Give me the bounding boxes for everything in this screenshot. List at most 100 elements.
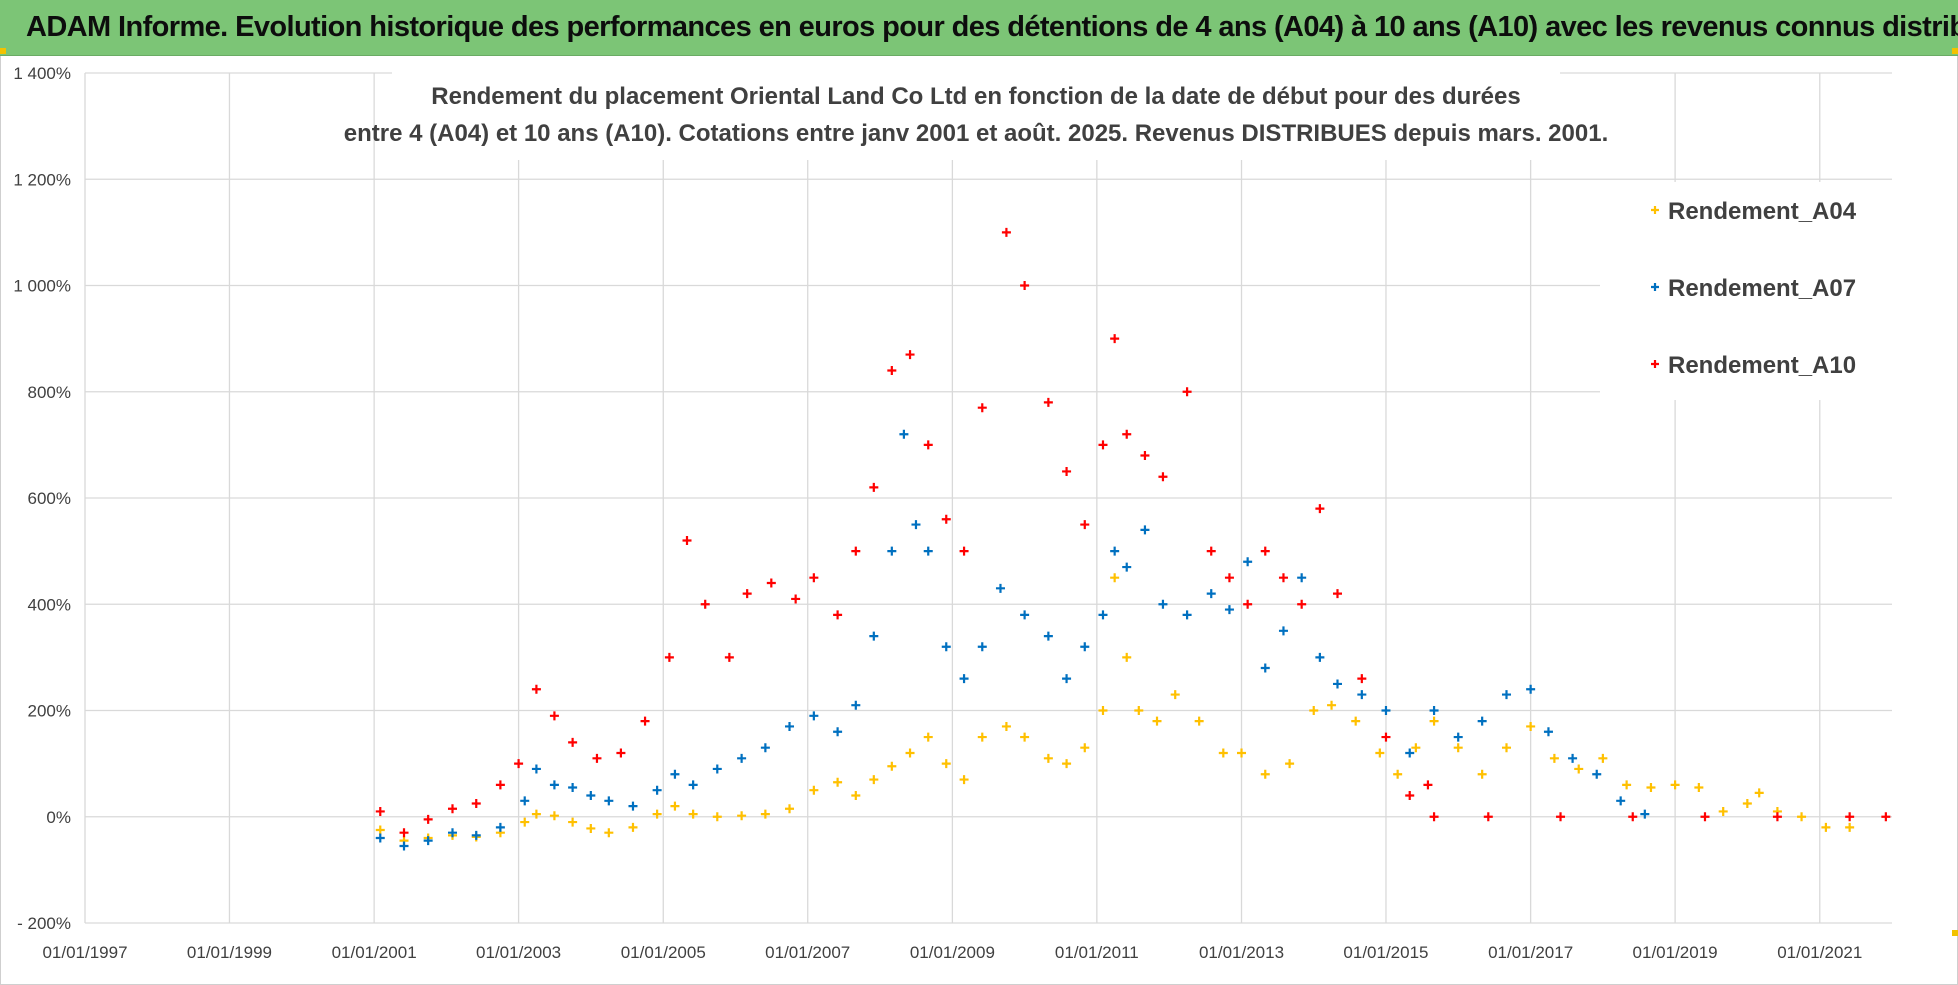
data-point [1845, 812, 1855, 822]
data-point [1140, 525, 1150, 535]
data-point [1549, 753, 1559, 763]
data-point [1332, 589, 1342, 599]
legend-label: Rendement_A07 [1668, 275, 1856, 302]
data-point [1122, 652, 1132, 662]
data-point [670, 769, 680, 779]
data-point [1080, 743, 1090, 753]
data-point [682, 536, 692, 545]
data-point [869, 631, 879, 641]
x-tick-label: 01/01/1999 [187, 943, 272, 962]
data-point [1062, 759, 1072, 769]
data-point [1453, 732, 1463, 742]
x-tick-label: 01/01/2009 [910, 943, 995, 962]
data-point [742, 589, 752, 599]
data-point [531, 684, 541, 694]
data-point [1742, 798, 1752, 808]
data-point [495, 822, 505, 832]
data-point [568, 817, 578, 827]
data-point [1616, 796, 1626, 806]
data-point [1224, 605, 1234, 615]
data-point [604, 828, 614, 838]
x-tick-label: 01/01/2011 [1055, 943, 1139, 962]
data-point [1080, 642, 1090, 652]
data-point [1429, 812, 1439, 822]
data-point [1134, 706, 1144, 715]
data-point [471, 830, 481, 840]
data-point [1080, 520, 1090, 530]
data-point [1718, 806, 1728, 816]
y-tick-label: 1 400% [13, 64, 71, 83]
data-point [447, 804, 457, 814]
data-point [1062, 674, 1072, 684]
data-point [1043, 631, 1053, 641]
data-point [760, 743, 770, 753]
y-tick-label: 400% [28, 595, 71, 614]
corner-marker-right [1952, 48, 1958, 54]
data-point [1845, 822, 1855, 832]
data-point [1556, 812, 1566, 822]
data-point [977, 403, 987, 413]
x-tick-label: 01/01/2017 [1488, 943, 1573, 962]
data-point [628, 822, 638, 832]
data-point [766, 578, 776, 588]
data-point [628, 801, 638, 811]
data-point [652, 809, 662, 819]
title-background [392, 70, 1560, 160]
data-point [1381, 732, 1391, 742]
data-point [447, 828, 457, 838]
plot-area [375, 227, 1891, 851]
data-point [1700, 812, 1710, 822]
data-point [1797, 812, 1807, 822]
legend-label: Rendement_A04 [1668, 198, 1857, 225]
data-point [737, 753, 747, 763]
data-point [1285, 759, 1295, 769]
data-point [887, 366, 897, 375]
data-point [423, 836, 433, 846]
data-point [1260, 546, 1270, 556]
data-point [1122, 562, 1132, 572]
y-tick-label: - 200% [17, 914, 71, 933]
series-rendement-a07 [375, 429, 1650, 851]
data-point [977, 642, 987, 652]
data-point [471, 798, 481, 808]
data-point [423, 814, 433, 824]
data-point [375, 825, 385, 835]
data-point [809, 711, 819, 721]
data-point [1694, 783, 1704, 793]
data-point [1020, 281, 1030, 290]
data-point [399, 828, 409, 838]
data-point [1243, 599, 1253, 609]
data-point [1001, 721, 1011, 731]
data-point [375, 806, 385, 816]
y-tick-label: 200% [28, 702, 71, 721]
data-point [869, 775, 879, 785]
data-point [1224, 573, 1234, 583]
data-point [1477, 769, 1487, 779]
data-point [1122, 429, 1132, 439]
data-point [700, 599, 710, 609]
data-point [923, 546, 933, 556]
data-point [1170, 690, 1180, 700]
data-point [1592, 769, 1602, 779]
data-point [520, 796, 530, 806]
data-point [941, 514, 951, 524]
data-point [1278, 573, 1288, 583]
legend-marker [1651, 283, 1659, 291]
data-point [1152, 716, 1162, 726]
data-point [1260, 663, 1270, 673]
data-point [1098, 706, 1108, 715]
data-point [1411, 743, 1421, 753]
data-point [851, 546, 861, 556]
legend: Rendement_A04 Rendement_A07 Rendement_A10 [1600, 182, 1892, 400]
header-bar: ADAM Informe. Evolution historique des p… [0, 0, 1958, 56]
y-tick-label: 1 000% [13, 277, 71, 296]
data-point [923, 440, 933, 450]
data-point [1110, 334, 1120, 344]
data-point [549, 711, 559, 721]
data-point [1574, 764, 1584, 774]
data-point [1237, 748, 1247, 758]
data-point [1526, 721, 1536, 731]
data-point [724, 652, 734, 662]
data-point [1297, 599, 1307, 609]
data-point [1309, 706, 1319, 715]
